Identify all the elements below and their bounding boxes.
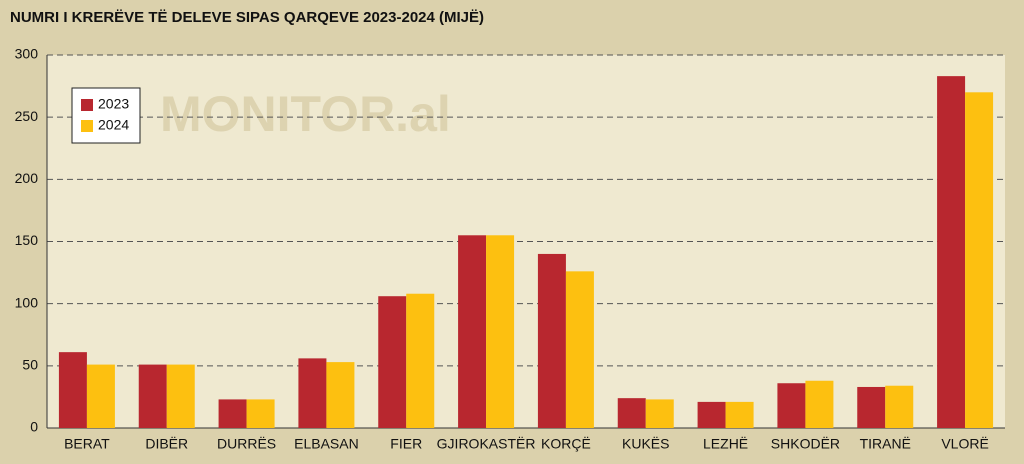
bar xyxy=(138,364,167,428)
y-tick-label: 0 xyxy=(30,419,38,435)
x-tick-label: BERAT xyxy=(64,436,110,452)
y-tick-label: 150 xyxy=(15,232,39,248)
bar xyxy=(86,364,115,428)
bar xyxy=(697,401,726,428)
bar xyxy=(326,362,355,428)
x-tick-label: ELBASAN xyxy=(294,436,359,452)
y-tick-label: 200 xyxy=(15,170,39,186)
x-tick-label: DIBËR xyxy=(145,436,188,452)
x-tick-label: FIER xyxy=(390,436,422,452)
bar xyxy=(166,364,195,428)
bar xyxy=(246,399,275,428)
legend-label: 2023 xyxy=(98,96,129,112)
x-tick-label: LEZHË xyxy=(703,436,748,452)
bar xyxy=(565,271,594,428)
bar xyxy=(645,399,674,428)
bar xyxy=(885,385,914,428)
x-tick-label: TIRANË xyxy=(860,436,911,452)
bar xyxy=(725,401,754,428)
bar xyxy=(406,293,435,428)
x-tick-label: DURRËS xyxy=(217,436,276,452)
y-tick-label: 250 xyxy=(15,108,39,124)
x-tick-label: SHKODËR xyxy=(771,436,840,452)
watermark: MONITOR.al xyxy=(160,86,451,142)
legend-swatch xyxy=(81,120,93,132)
bar xyxy=(218,399,247,428)
bar xyxy=(486,235,515,428)
bar xyxy=(298,358,327,428)
bar xyxy=(537,253,566,428)
legend-label: 2024 xyxy=(98,117,129,133)
y-tick-label: 50 xyxy=(22,357,38,373)
y-tick-label: 300 xyxy=(15,46,39,62)
legend-box xyxy=(71,87,141,144)
x-tick-label: GJIROKASTËR xyxy=(437,436,536,452)
bar xyxy=(857,386,886,428)
plot-area xyxy=(47,55,1005,428)
chart-title: NUMRI I KRERËVE TË DELEVE SIPAS QARQEVE … xyxy=(10,9,484,26)
bar xyxy=(937,76,966,429)
bar xyxy=(777,383,806,428)
bar xyxy=(617,398,646,428)
bar xyxy=(458,235,487,428)
legend-swatch xyxy=(81,99,93,111)
bar xyxy=(378,296,407,428)
bar xyxy=(805,380,834,428)
x-tick-label: KORÇË xyxy=(541,436,591,452)
bar xyxy=(58,352,87,428)
y-tick-label: 100 xyxy=(15,294,39,310)
bar xyxy=(965,92,994,429)
x-tick-label: KUKËS xyxy=(622,436,669,452)
x-tick-label: VLORË xyxy=(941,436,988,452)
